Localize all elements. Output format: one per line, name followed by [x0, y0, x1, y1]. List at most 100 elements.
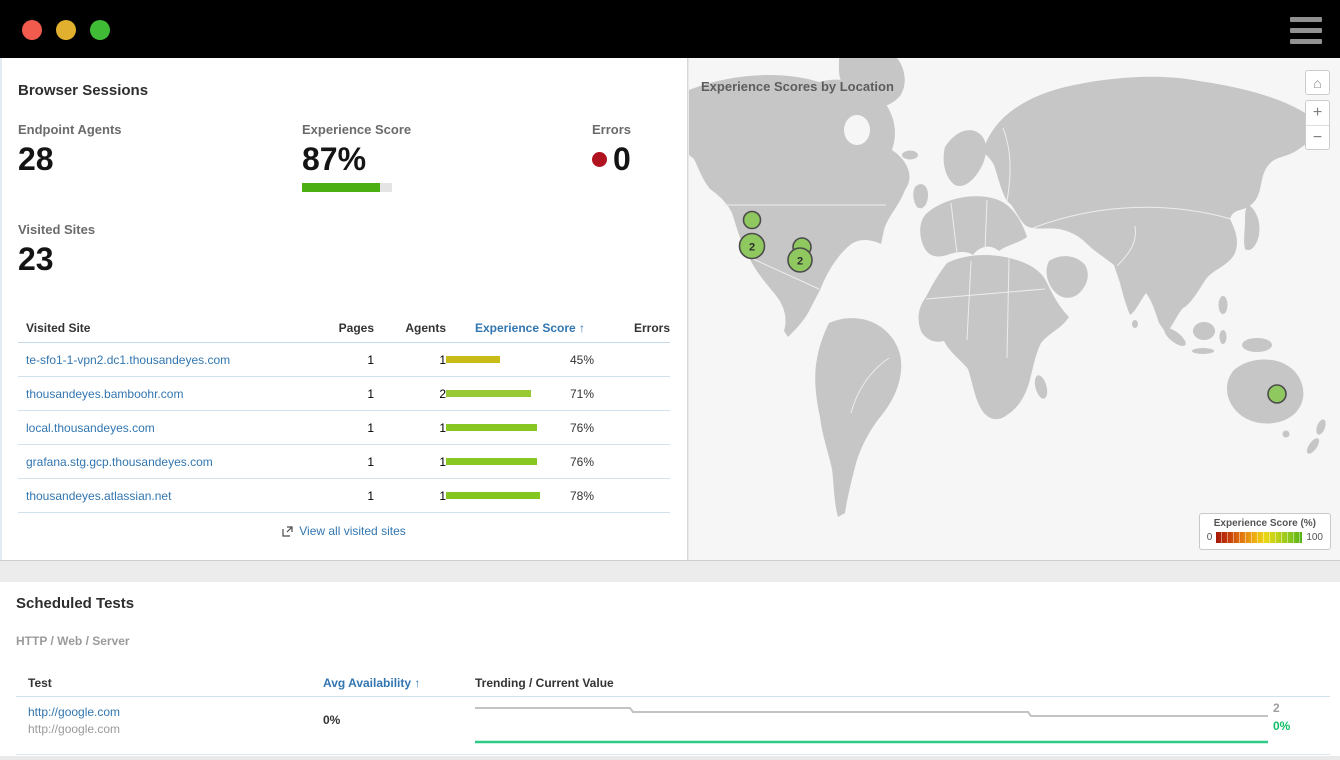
window-titlebar — [0, 0, 1340, 58]
experience-map-panel: 2 2 Experience Scores by Location ⌂ + − … — [689, 58, 1340, 560]
score-percent: 71% — [569, 386, 594, 401]
score-bar — [446, 390, 532, 397]
pages-value: 1 — [367, 420, 374, 435]
stat-value: 28 — [18, 141, 54, 177]
agents-value: 2 — [439, 386, 446, 401]
browser-sessions-panel: Browser Sessions Endpoint Agents 28 Expe… — [0, 58, 688, 560]
current-value: 0% — [1273, 719, 1291, 733]
map-title: Experience Scores by Location — [701, 79, 894, 94]
trend-sparkline — [475, 707, 1268, 744]
svg-text:2: 2 — [749, 242, 755, 254]
site-link[interactable]: thousandeyes.atlassian.net — [26, 488, 172, 503]
score-percent: 76% — [569, 420, 594, 435]
legend-title: Experience Score (%) — [1213, 518, 1316, 529]
score-bar — [446, 458, 538, 465]
col-experience-score-sort[interactable]: Experience Score ↑ — [474, 320, 586, 335]
home-icon: ⌂ — [1313, 74, 1322, 91]
experience-score-bar-fill — [302, 183, 381, 192]
experience-score-bar-track — [302, 183, 392, 192]
section-divider — [0, 560, 1340, 582]
panel-subtitle: HTTP / Web / Server — [16, 634, 130, 648]
map-marker[interactable] — [742, 210, 762, 230]
scheduled-tests-panel: Scheduled Tests HTTP / Web / Server Test… — [0, 582, 1340, 756]
test-subname: http://google.com — [28, 722, 121, 736]
pages-value: 1 — [367, 386, 374, 401]
map-legend: Experience Score (%) 0 100 — [1198, 513, 1331, 550]
plus-icon: + — [1312, 104, 1323, 121]
view-all-visited-sites-link[interactable]: View all visited sites — [299, 524, 406, 538]
external-link-icon — [282, 525, 293, 537]
stat-label: Visited Sites — [18, 222, 96, 237]
world-map[interactable]: 2 2 — [689, 58, 1340, 560]
panel-title: Scheduled Tests — [16, 595, 135, 612]
score-bar — [446, 424, 538, 431]
col-test: Test — [28, 676, 52, 690]
stat-value: 0 — [613, 141, 631, 177]
sort-asc-icon: ↑ — [579, 320, 586, 335]
stat-value: 87% — [302, 141, 367, 177]
map-home-button[interactable]: ⌂ — [1305, 70, 1330, 95]
agents-value: 1 — [439, 454, 446, 469]
minus-icon: − — [1312, 128, 1323, 146]
legend-min: 0 — [1206, 532, 1213, 543]
table-row: thousandeyes.atlassian.net 1 1 78% — [18, 479, 670, 513]
col-errors: Errors — [633, 320, 670, 335]
site-link[interactable]: thousandeyes.bamboohr.com — [26, 386, 184, 401]
stat-endpoint-agents: Endpoint Agents 28 — [18, 122, 122, 177]
availability-value: 0% — [323, 713, 341, 727]
table-header-row: Visited Site Pages Agents Experience Sco… — [18, 313, 670, 343]
col-trending-current-value: Trending / Current Value — [475, 676, 614, 690]
test-row: http://google.com http://google.com 0% 2… — [16, 697, 1330, 755]
pages-value: 1 — [367, 488, 374, 503]
error-dot-icon — [592, 151, 607, 167]
test-link[interactable]: http://google.com — [28, 705, 121, 719]
col-pages: Pages — [338, 320, 374, 335]
panel-title: Browser Sessions — [18, 82, 149, 99]
table-row: local.thousandeyes.com 1 1 76% — [18, 411, 670, 445]
col-agents: Agents — [405, 320, 446, 335]
zoom-in-button[interactable]: + — [1306, 101, 1329, 125]
stat-errors: Errors 0 — [592, 122, 631, 177]
legend-gradient-bar — [1216, 532, 1303, 543]
col-avg-availability-sort[interactable]: Avg Availability ↑ — [323, 676, 421, 690]
svg-text:2: 2 — [797, 256, 803, 268]
stat-label: Endpoint Agents — [18, 122, 122, 137]
table-row: grafana.stg.gcp.thousandeyes.com 1 1 76% — [18, 445, 670, 479]
score-bar — [446, 492, 540, 499]
close-window-icon[interactable] — [22, 20, 42, 40]
tests-table-header: Test Avg Availability ↑ Trending / Curre… — [16, 670, 1330, 697]
map-marker[interactable] — [1267, 384, 1287, 404]
map-marker-cluster[interactable]: 2 — [787, 247, 813, 273]
trend-end-value: 2 — [1273, 701, 1280, 715]
agents-value: 1 — [439, 420, 446, 435]
site-link[interactable]: local.thousandeyes.com — [26, 420, 155, 435]
stat-label: Errors — [592, 122, 632, 137]
zoom-out-button[interactable]: − — [1306, 125, 1329, 149]
agents-value: 1 — [439, 352, 446, 367]
agents-value: 1 — [439, 488, 446, 503]
site-link[interactable]: te-sfo1-1-vpn2.dc1.thousandeyes.com — [26, 352, 231, 367]
legend-max: 100 — [1306, 532, 1323, 543]
score-percent: 45% — [569, 352, 594, 367]
traffic-lights — [22, 20, 110, 40]
table-row: thousandeyes.bamboohr.com 1 2 71% — [18, 377, 670, 411]
score-percent: 76% — [569, 454, 594, 469]
stat-experience-score: Experience Score 87% — [302, 122, 411, 192]
table-row: te-sfo1-1-vpn2.dc1.thousandeyes.com 1 1 … — [18, 343, 670, 377]
stat-label: Experience Score — [302, 122, 412, 137]
pages-value: 1 — [367, 352, 374, 367]
stat-value: 23 — [18, 241, 54, 277]
hamburger-menu-icon[interactable] — [1290, 17, 1322, 44]
minimize-window-icon[interactable] — [56, 20, 76, 40]
col-visited-site: Visited Site — [26, 320, 91, 335]
score-bar — [446, 356, 500, 363]
visited-sites-table: Visited Site Pages Agents Experience Sco… — [18, 313, 670, 549]
sort-asc-icon: ↑ — [414, 676, 421, 690]
score-percent: 78% — [569, 488, 594, 503]
stat-visited-sites: Visited Sites 23 — [18, 222, 95, 277]
map-marker-cluster[interactable]: 2 — [738, 232, 766, 260]
map-zoom-controls: + − — [1305, 100, 1330, 150]
site-link[interactable]: grafana.stg.gcp.thousandeyes.com — [26, 454, 213, 469]
zoom-window-icon[interactable] — [90, 20, 110, 40]
pages-value: 1 — [367, 454, 374, 469]
